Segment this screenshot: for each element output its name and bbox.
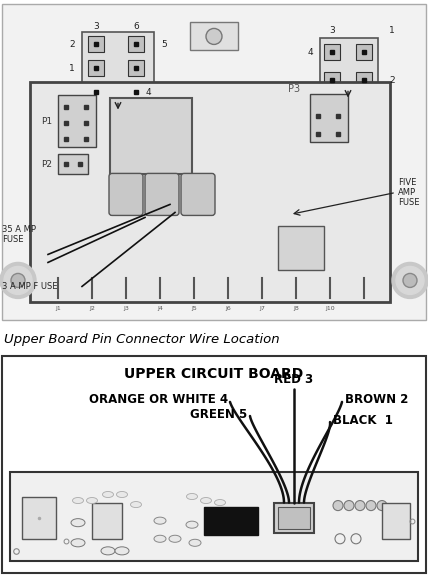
Bar xyxy=(110,98,192,174)
Ellipse shape xyxy=(200,497,211,504)
Ellipse shape xyxy=(71,519,85,527)
Ellipse shape xyxy=(189,539,201,546)
Bar xyxy=(324,44,340,60)
Bar xyxy=(324,72,340,89)
Ellipse shape xyxy=(169,535,181,542)
Ellipse shape xyxy=(116,492,128,497)
Text: P2: P2 xyxy=(41,160,52,169)
Circle shape xyxy=(0,262,36,298)
Ellipse shape xyxy=(131,501,142,508)
Text: UPPER CIRCUIT BOARD: UPPER CIRCUIT BOARD xyxy=(125,367,303,381)
Ellipse shape xyxy=(101,547,115,555)
Circle shape xyxy=(392,262,428,298)
Ellipse shape xyxy=(154,517,166,524)
Ellipse shape xyxy=(72,497,83,504)
Text: BLACK  1: BLACK 1 xyxy=(333,413,393,427)
Text: BROWN 2: BROWN 2 xyxy=(345,393,408,407)
Ellipse shape xyxy=(214,500,226,505)
Bar xyxy=(88,85,104,101)
Text: 3 A MP F USE: 3 A MP F USE xyxy=(2,282,57,291)
Circle shape xyxy=(366,500,376,511)
Text: RED 3: RED 3 xyxy=(274,373,314,386)
Text: J1: J1 xyxy=(55,306,61,312)
Text: J5: J5 xyxy=(191,306,197,312)
Text: J7: J7 xyxy=(259,306,265,312)
Text: 1: 1 xyxy=(69,64,75,73)
Text: J10: J10 xyxy=(325,306,335,312)
Text: ORANGE OR WHITE 4: ORANGE OR WHITE 4 xyxy=(89,393,228,407)
Text: 2: 2 xyxy=(389,76,395,85)
Ellipse shape xyxy=(187,493,197,500)
Text: GREEN 5: GREEN 5 xyxy=(190,408,247,420)
Text: P1: P1 xyxy=(41,117,52,126)
Text: 1: 1 xyxy=(389,26,395,35)
Bar xyxy=(190,22,238,51)
Text: 2: 2 xyxy=(69,40,75,49)
Bar xyxy=(356,44,372,60)
Circle shape xyxy=(344,500,354,511)
Circle shape xyxy=(333,500,343,511)
Text: 4: 4 xyxy=(307,48,313,57)
Bar xyxy=(22,497,56,539)
Bar xyxy=(88,36,104,52)
Circle shape xyxy=(4,266,32,294)
Bar xyxy=(30,82,390,302)
FancyBboxPatch shape xyxy=(145,174,179,216)
Ellipse shape xyxy=(186,521,198,528)
Text: FIVE
AMP
FUSE: FIVE AMP FUSE xyxy=(398,178,419,208)
Bar xyxy=(128,85,144,101)
Bar xyxy=(204,507,258,535)
Text: J2: J2 xyxy=(89,306,95,312)
Text: 5: 5 xyxy=(161,40,167,49)
Bar xyxy=(278,227,324,270)
Text: J4: J4 xyxy=(157,306,163,312)
Circle shape xyxy=(396,266,424,294)
Text: J6: J6 xyxy=(225,306,231,312)
Text: P3: P3 xyxy=(288,85,300,94)
Text: 3: 3 xyxy=(329,26,335,35)
Circle shape xyxy=(206,28,222,44)
Ellipse shape xyxy=(86,497,98,504)
Bar xyxy=(128,36,144,52)
Bar xyxy=(82,32,154,105)
Circle shape xyxy=(11,274,25,288)
Circle shape xyxy=(377,500,387,511)
Ellipse shape xyxy=(71,539,85,547)
Text: 4: 4 xyxy=(145,88,151,97)
FancyBboxPatch shape xyxy=(109,174,143,216)
Bar xyxy=(58,95,96,147)
Text: 6: 6 xyxy=(133,22,139,31)
Bar xyxy=(320,39,378,93)
FancyBboxPatch shape xyxy=(181,174,215,216)
Text: J8: J8 xyxy=(293,306,299,312)
Text: 3: 3 xyxy=(93,22,99,31)
Bar xyxy=(274,503,314,532)
Bar xyxy=(128,60,144,76)
Bar xyxy=(92,503,122,539)
Text: 35 A MP
FUSE: 35 A MP FUSE xyxy=(2,225,36,244)
Ellipse shape xyxy=(102,492,113,497)
Bar xyxy=(382,503,410,539)
Bar xyxy=(310,94,348,143)
Bar xyxy=(88,60,104,76)
Bar xyxy=(10,473,418,561)
Bar xyxy=(278,507,310,529)
Bar xyxy=(58,155,88,174)
Ellipse shape xyxy=(115,547,129,555)
Bar xyxy=(356,72,372,89)
Text: J3: J3 xyxy=(123,306,129,312)
Text: Upper Board Pin Connector Wire Location: Upper Board Pin Connector Wire Location xyxy=(4,333,280,346)
Circle shape xyxy=(355,500,365,511)
Ellipse shape xyxy=(154,535,166,542)
Circle shape xyxy=(403,274,417,288)
